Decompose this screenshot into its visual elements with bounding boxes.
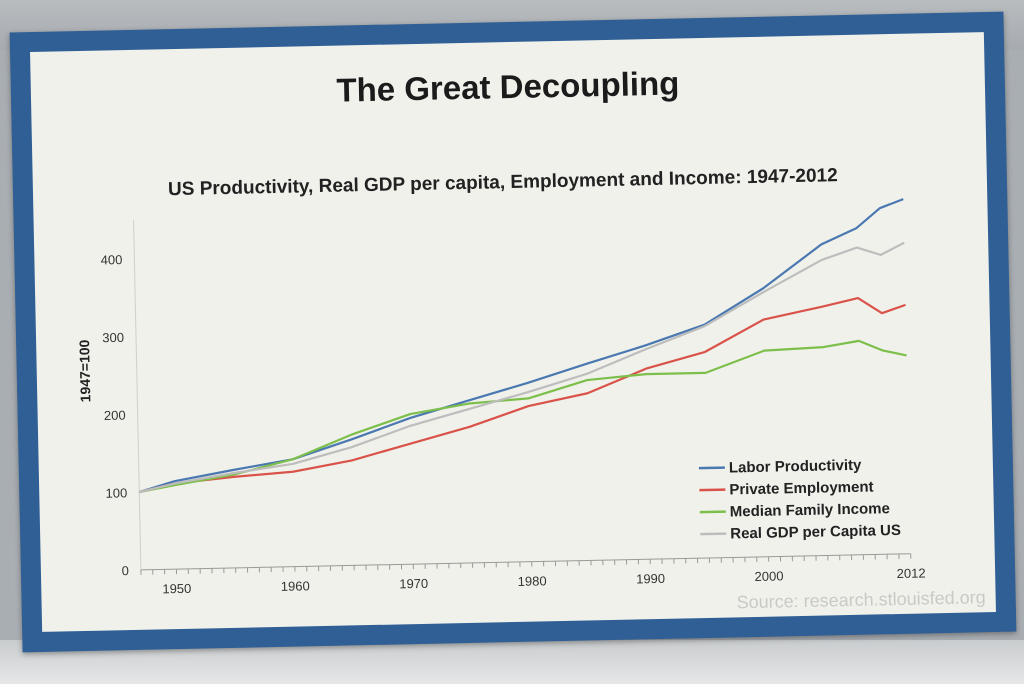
y-tick-label: 0 xyxy=(122,563,130,578)
legend-swatch xyxy=(700,532,727,536)
legend-swatch xyxy=(698,466,725,470)
legend-item-label: Labor Productivity xyxy=(729,457,863,477)
slide: The Great Decoupling US Productivity, Re… xyxy=(30,32,996,632)
y-tick-label: 400 xyxy=(101,252,123,267)
series-line-4 xyxy=(139,241,905,494)
y-tick-label: 300 xyxy=(102,330,124,345)
legend-item-label: Median Family Income xyxy=(730,500,890,520)
y-axis-line xyxy=(133,219,142,570)
legend-item-label: Real GDP per Capita US xyxy=(730,522,901,543)
chart-axes: 0 100 200 300 400 1950 1960 1970 1980 1990 2000 201… xyxy=(101,219,926,597)
legend-swatch xyxy=(699,510,726,514)
x-tick-label: 2012 xyxy=(897,565,926,581)
series-line-2 xyxy=(139,296,906,494)
x-tick-label: 2000 xyxy=(754,568,783,584)
x-tick-label: 1950 xyxy=(162,581,191,597)
series-line-1 xyxy=(138,198,904,494)
x-axis-line xyxy=(140,553,911,571)
chart-lines xyxy=(138,198,907,494)
x-tick-label: 1960 xyxy=(281,578,310,594)
x-tick-label: 1980 xyxy=(518,573,547,589)
y-tick-label: 100 xyxy=(105,485,127,500)
y-axis-title: 1947=100 xyxy=(76,339,94,403)
x-tick-label: 1990 xyxy=(636,571,665,587)
series-line-3 xyxy=(139,339,907,494)
legend-item-label: Private Employment xyxy=(729,478,874,498)
line-chart: 0 100 200 300 400 1950 1960 1970 1980 1990 2000 201… xyxy=(101,198,926,597)
slide-frame: The Great Decoupling US Productivity, Re… xyxy=(9,11,1017,653)
y-tick-label: 200 xyxy=(104,408,126,423)
x-tick-label: 1970 xyxy=(399,576,428,592)
legend-swatch xyxy=(699,488,726,492)
